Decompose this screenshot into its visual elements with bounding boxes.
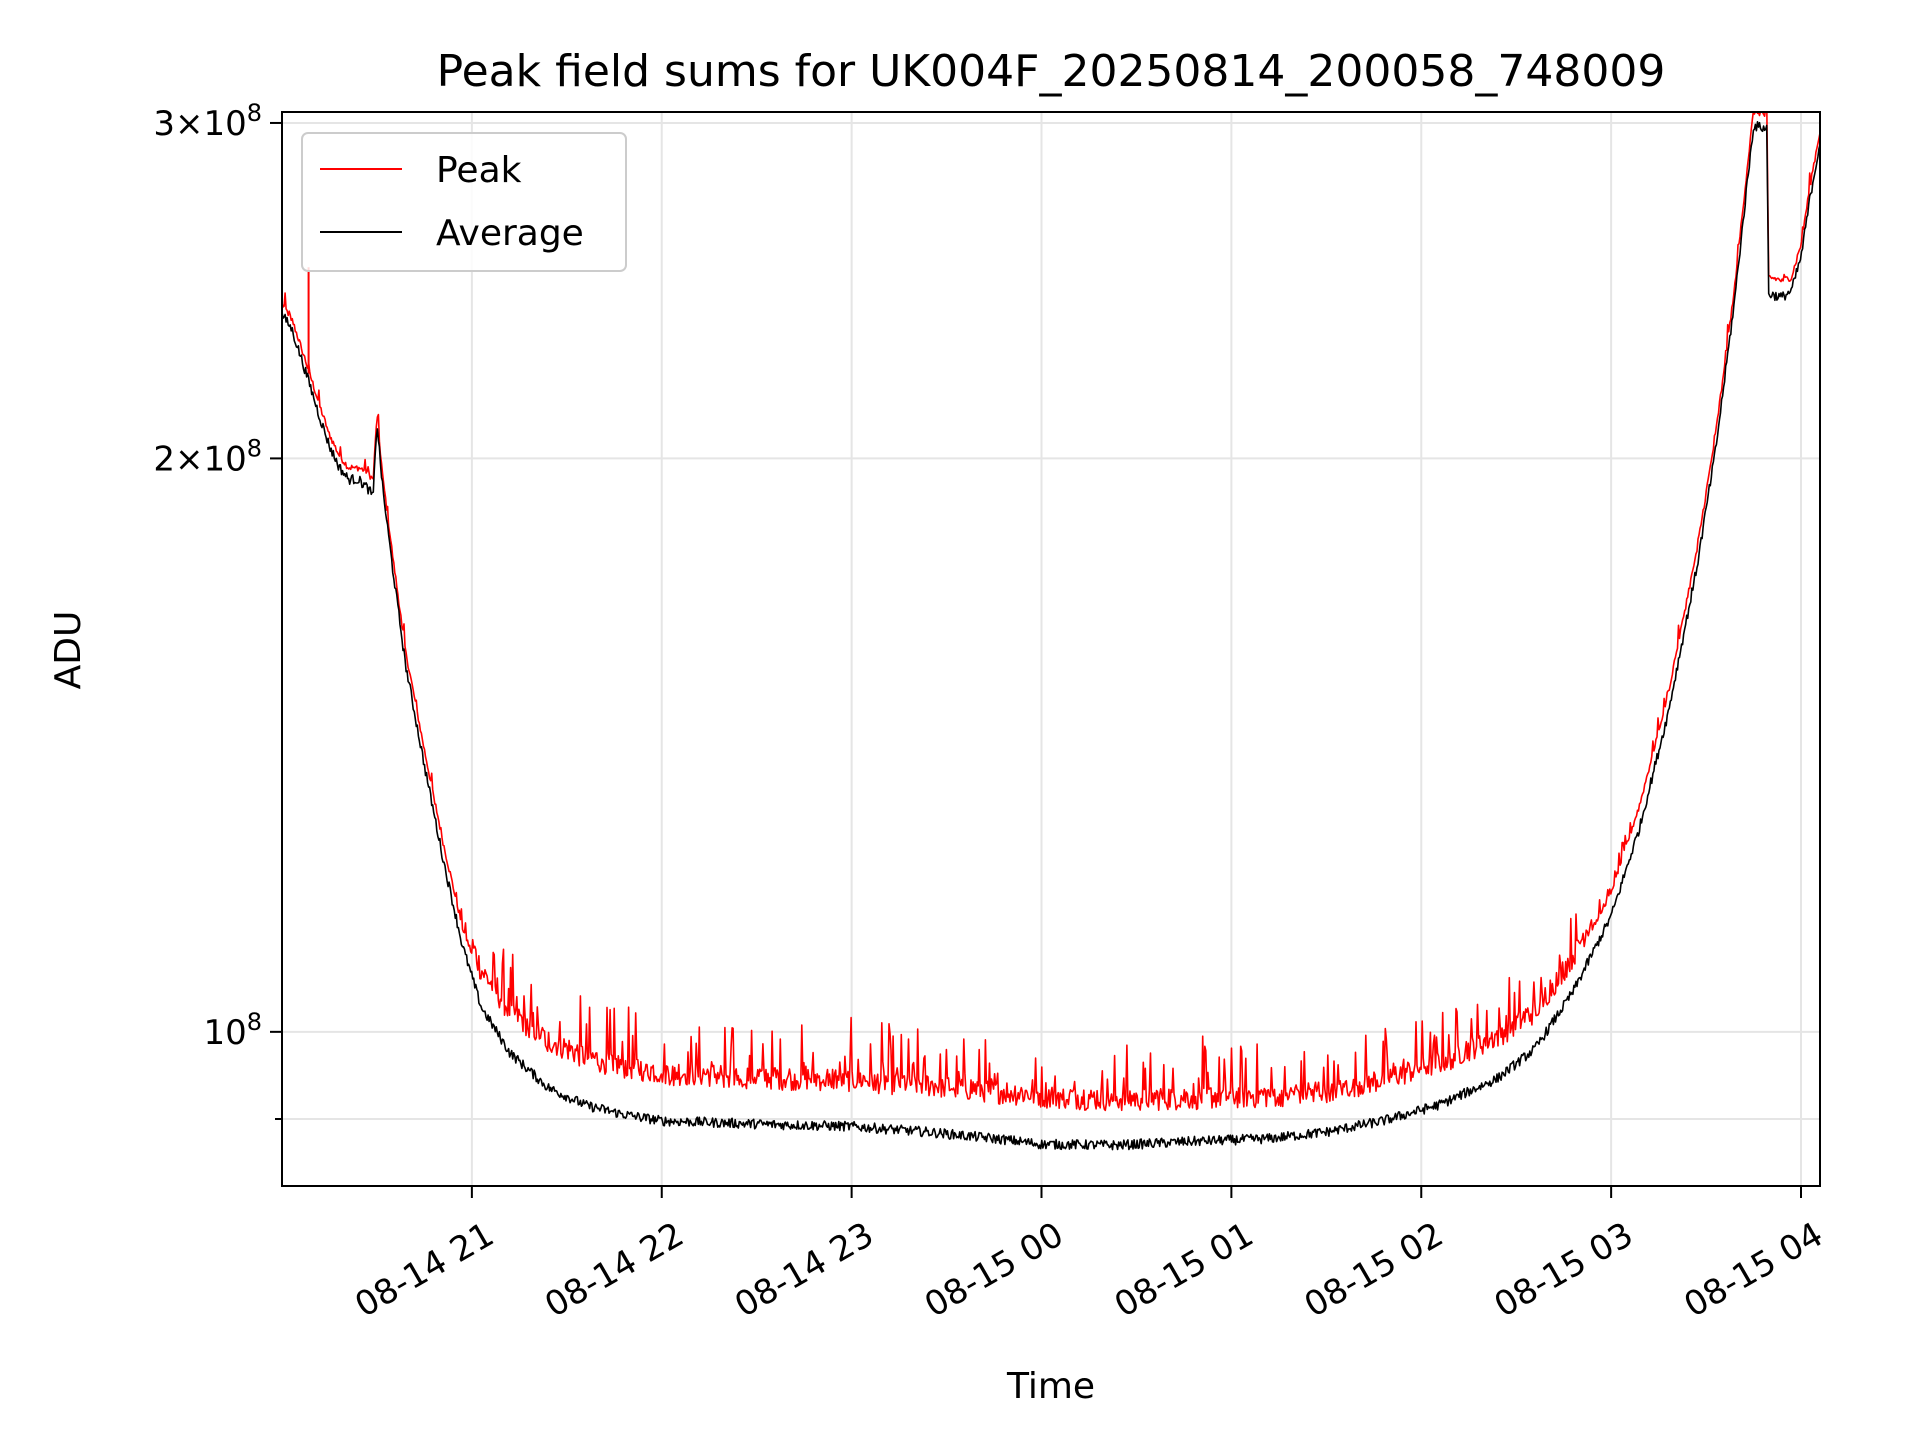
x-axis-label: Time — [1006, 1366, 1095, 1407]
y-tick-label: 108 — [203, 1008, 262, 1053]
series-group — [282, 112, 1820, 1151]
legend-box — [301, 132, 627, 272]
y-axis-label: ADU — [48, 611, 89, 690]
series-peak-line — [282, 112, 1820, 1112]
plot-frame — [281, 111, 1821, 1187]
y-tick-label: 3×108 — [153, 99, 262, 144]
series-average-line — [282, 121, 1820, 1151]
legend-label-average: Average — [436, 213, 584, 254]
grid — [282, 112, 1820, 1186]
legend-label-peak: Peak — [436, 150, 522, 191]
chart-title: Peak field sums for UK004F_20250814_2000… — [437, 46, 1666, 97]
legend: Peak Average — [301, 132, 627, 272]
y-tick-label: 2×108 — [153, 434, 262, 479]
